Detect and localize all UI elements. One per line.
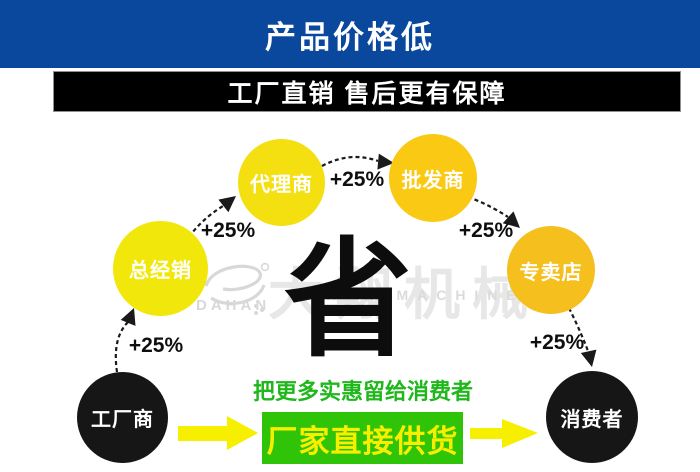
cta-text: 厂家直接供货	[266, 423, 459, 459]
node-wholesaler: 批发商	[389, 134, 477, 222]
yellow-arrow-left-icon	[178, 416, 258, 450]
sub-banner-text: 工厂直销 售后更有保障	[227, 79, 507, 108]
yellow-arrow-right-icon	[470, 419, 538, 448]
save-character: 省	[283, 228, 412, 372]
markup-label-4: +25%	[458, 219, 514, 242]
markup-label-3: +25%	[329, 168, 385, 191]
node-specialty-store: 专卖店	[507, 226, 595, 314]
markup-label-5: +25%	[529, 331, 585, 354]
arrowhead-up-icon	[120, 308, 136, 326]
node-consumer-label: 消费者	[560, 408, 624, 431]
page-title: 产品价格低	[265, 19, 435, 55]
connector-agent-wholesaler	[321, 155, 379, 167]
sub-banner: 工厂直销 售后更有保障	[53, 71, 681, 112]
node-general-label: 总经销	[129, 260, 192, 282]
node-specialty-label: 专卖店	[519, 261, 583, 284]
slogan-text: 把更多实惠留给消费者	[252, 379, 473, 404]
arrowhead-upright-icon	[218, 196, 236, 213]
markup-label-2: +25%	[200, 219, 256, 242]
header-banner: 产品价格低	[0, 0, 700, 68]
connector-wholesaler-specialty	[467, 195, 509, 218]
markup-label-1: +25%	[128, 334, 184, 357]
node-factory: 工厂商	[77, 372, 168, 463]
cta-box: 厂家直接供货	[262, 412, 463, 464]
node-consumer: 消费者	[546, 371, 638, 463]
node-agent: 代理商	[238, 139, 325, 226]
node-wholesaler-label: 批发商	[401, 169, 465, 192]
node-general-distributor: 总经销	[113, 221, 208, 316]
watermark-logo-text: DAHAN	[196, 297, 271, 314]
node-factory-label: 工厂商	[91, 409, 154, 431]
node-agent-label: 代理商	[250, 174, 313, 196]
brand-logo-icon	[204, 262, 270, 315]
